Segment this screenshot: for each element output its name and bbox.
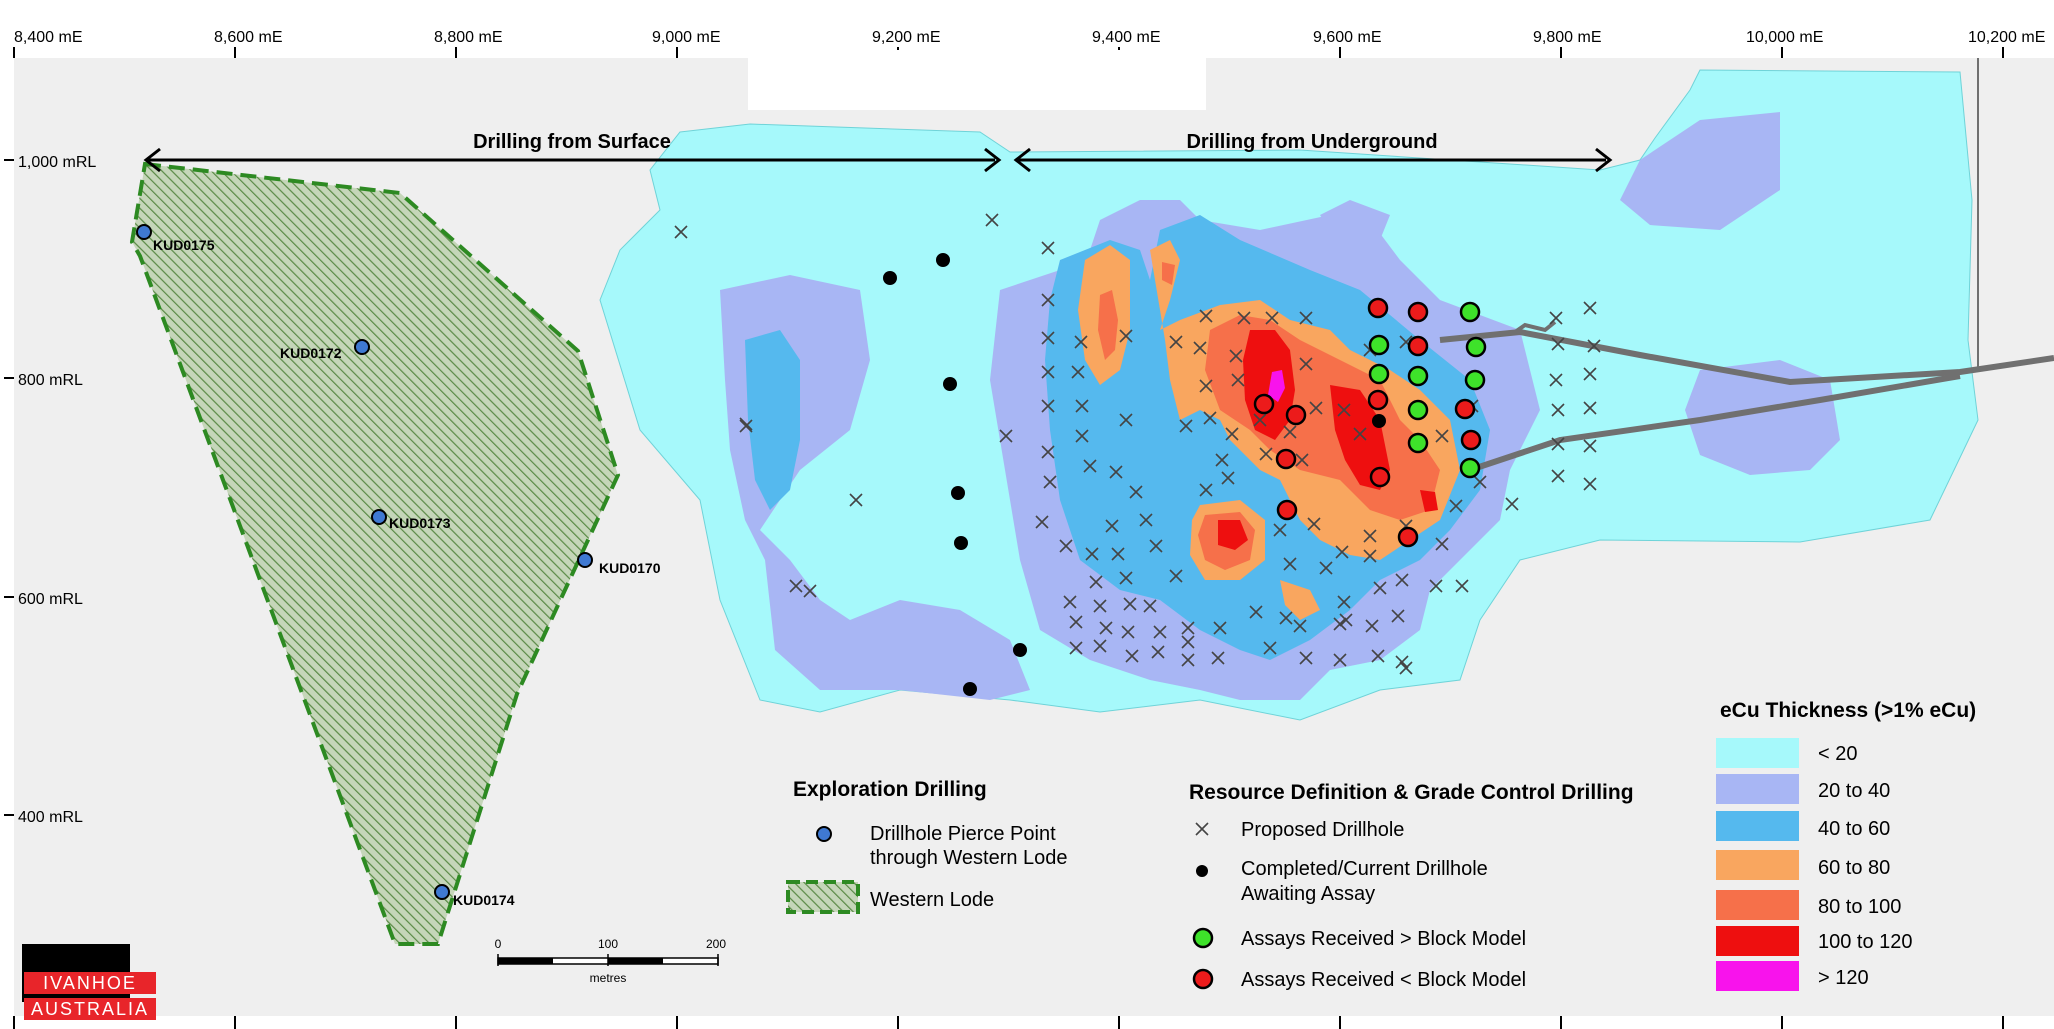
hole-label: KUD0172 <box>280 345 342 361</box>
thickness-class-label: 20 to 40 <box>1818 780 1890 802</box>
pierce-point[interactable] <box>371 509 387 525</box>
pierce-point-label: through Western Lode <box>870 847 1068 869</box>
pierce-point[interactable] <box>354 339 370 355</box>
contour-20to40 <box>1685 360 1840 475</box>
contour-60to80 <box>1280 580 1320 620</box>
completed-label: Completed/Current Drillhole <box>1241 858 1488 880</box>
hole-label: KUD0175 <box>153 237 215 253</box>
easting-tick: 9,200 mE <box>872 29 940 46</box>
pierce-point[interactable] <box>136 224 152 240</box>
contour-100to120 <box>1243 330 1295 440</box>
hole-label: KUD0170 <box>599 560 661 576</box>
drilling-from-underground-label: Drilling from Underground <box>1186 131 1437 153</box>
easting-tick: 9,800 mE <box>1533 29 1601 46</box>
drilling-from-surface-label: Drilling from Surface <box>473 131 671 153</box>
pierce-point[interactable] <box>577 552 593 568</box>
thickness-class-label: < 20 <box>1818 743 1857 765</box>
hole-label: KUD0174 <box>453 892 515 908</box>
scale-tick: 200 <box>706 937 726 951</box>
scale-tick: 0 <box>495 937 502 951</box>
axis-ticks <box>4 47 2004 1029</box>
thickness-class-label: > 120 <box>1818 967 1869 989</box>
contour-100to120 <box>1420 490 1438 512</box>
easting-tick: 8,800 mE <box>434 29 502 46</box>
thickness-class-label: 100 to 120 <box>1818 931 1913 953</box>
contour-40to60 <box>745 330 800 510</box>
scale-tick: 100 <box>598 937 618 951</box>
elevation-axis: 1,000 mRL 800 mRL 600 mRL 400 mRL <box>18 154 96 826</box>
easting-tick: 8,600 mE <box>214 29 282 46</box>
pierce-point[interactable] <box>434 884 450 900</box>
easting-tick: 9,400 mE <box>1092 29 1160 46</box>
easting-tick: 10,200 mE <box>1968 29 2045 46</box>
assays-above-block-model <box>1368 301 1487 479</box>
easting-tick: 9,000 mE <box>652 29 720 46</box>
easting-tick: 8,400 mE <box>14 29 82 46</box>
assays-above-label: Assays Received > Block Model <box>1241 928 1526 950</box>
company-logo: IVANHOE AUSTRALIA <box>22 944 156 1020</box>
assays-below-label: Assays Received < Block Model <box>1241 969 1526 991</box>
elevation-tick: 1,000 mRL <box>18 154 96 171</box>
thickness-class-label: 60 to 80 <box>1818 857 1890 879</box>
thickness-class-label: 80 to 100 <box>1818 896 1901 918</box>
exploration-legend-title: Exploration Drilling <box>793 778 987 801</box>
drilling-arrows <box>143 147 1613 173</box>
contour-20to40 <box>1320 200 1390 245</box>
contour-80to100 <box>1162 262 1175 285</box>
assays-below-block-model <box>1253 297 1482 548</box>
pierce-point-label: Drillhole Pierce Point <box>870 823 1056 845</box>
western-lode <box>129 161 621 946</box>
contour-gt120 <box>1268 370 1285 402</box>
elevation-tick: 600 mRL <box>18 591 83 608</box>
easting-axis: 8,400 mE 8,600 mE 8,800 mE 9,000 mE 9,20… <box>14 29 2045 46</box>
contour-100to120 <box>1218 520 1248 550</box>
scale-bar: 0 100 200 metres <box>495 937 727 985</box>
pierce-points: KUD0175 KUD0172 KUD0173 KUD0170 KUD0174 <box>136 224 661 908</box>
elevation-tick: 400 mRL <box>18 809 83 826</box>
easting-tick: 10,000 mE <box>1746 29 1823 46</box>
thickness-class-label: 40 to 60 <box>1818 818 1890 840</box>
proposed-label: Proposed Drillhole <box>1241 819 1404 841</box>
resource-legend-title: Resource Definition & Grade Control Dril… <box>1189 781 1634 804</box>
title-box <box>748 50 1206 110</box>
thickness-legend-title: eCu Thickness (>1% eCu) <box>1720 699 1976 722</box>
thickness-legend: eCu Thickness (>1% eCu) < 20 20 to 40 40… <box>1716 699 1976 991</box>
contour-80to100 <box>1098 290 1118 360</box>
hole-label: KUD0173 <box>389 515 451 531</box>
western-lode-label: Western Lode <box>870 889 994 911</box>
resource-legend: Resource Definition & Grade Control Dril… <box>1189 781 1634 991</box>
easting-tick: 9,600 mE <box>1313 29 1381 46</box>
contour-20to40 <box>1620 112 1780 230</box>
scale-unit: metres <box>590 971 627 985</box>
elevation-tick: 800 mRL <box>18 372 83 389</box>
proposed-drillholes <box>674 213 1601 675</box>
completed-label: Awaiting Assay <box>1241 883 1375 905</box>
exploration-legend: Exploration Drilling Drillhole Pierce Po… <box>786 778 1068 914</box>
underground-workings <box>1439 58 2054 473</box>
completed-drillholes <box>883 253 1386 696</box>
svg-text:IVANHOE: IVANHOE <box>43 973 137 993</box>
svg-text:AUSTRALIA: AUSTRALIA <box>31 999 149 1019</box>
thickness-contours <box>599 69 1979 721</box>
